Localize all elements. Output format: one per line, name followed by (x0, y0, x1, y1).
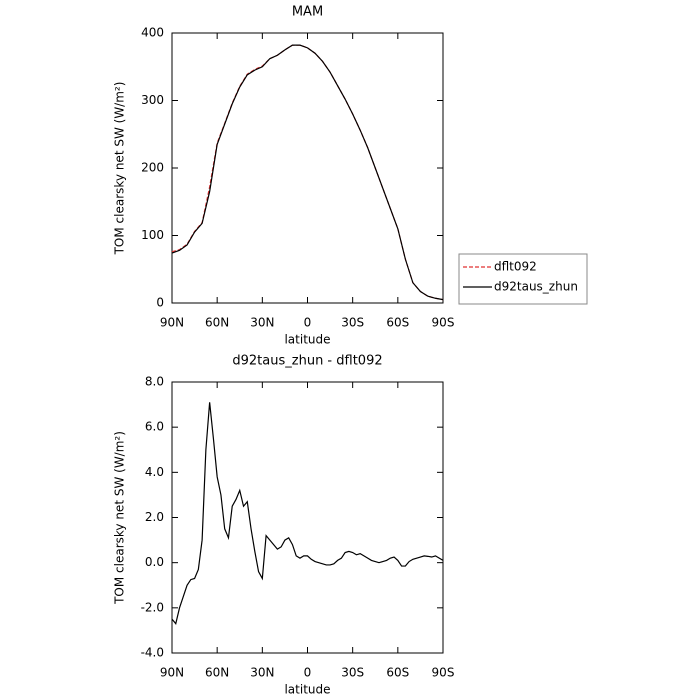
x-tick-label: 90N (160, 316, 184, 330)
x-tick-label: 30S (341, 666, 364, 680)
y-tick-label: 6.0 (145, 420, 164, 434)
x-tick-label: 30S (341, 316, 364, 330)
y-tick-label: 200 (141, 161, 164, 175)
legend-box (458, 253, 588, 305)
x-tick-label: 30N (250, 316, 274, 330)
y-tick-label: -4.0 (141, 646, 164, 660)
x-tick-label: 0 (304, 316, 312, 330)
x-axis-label: latitude (284, 683, 330, 697)
x-tick-label: 0 (304, 666, 312, 680)
y-tick-label: 400 (141, 26, 164, 40)
chart-title: d92taus_zhun - dflt092 (232, 354, 382, 369)
y-axis-label: TOM clearsky net SW (W/m²) (113, 431, 127, 605)
y-tick-label: 0.0 (145, 555, 164, 569)
y-tick-label: -2.0 (141, 600, 164, 614)
x-tick-label: 90S (432, 316, 455, 330)
x-tick-label: 60N (205, 316, 229, 330)
legend-label: dflt092 (494, 260, 537, 274)
y-axis-label: TOM clearsky net SW (W/m²) (113, 82, 127, 256)
x-tick-label: 60S (386, 666, 409, 680)
y-tick-label: 4.0 (145, 465, 164, 479)
x-tick-label: 30N (250, 666, 274, 680)
y-tick-label: 2.0 (145, 510, 164, 524)
x-axis-label: latitude (284, 333, 330, 347)
data-line (171, 402, 444, 625)
x-tick-label: 90N (160, 666, 184, 680)
x-tick-label: 60S (386, 316, 409, 330)
y-tick-label: 300 (141, 93, 164, 107)
y-tick-label: 0 (156, 296, 164, 310)
series-line (171, 44, 444, 301)
y-tick-label: 100 (141, 228, 164, 242)
chart-title: MAM (292, 5, 323, 20)
x-tick-label: 90S (432, 666, 455, 680)
legend-label: d92taus_zhun (494, 280, 578, 294)
y-tick-label: 8.0 (145, 375, 164, 389)
x-tick-label: 60N (205, 666, 229, 680)
plot-frame (171, 381, 444, 654)
